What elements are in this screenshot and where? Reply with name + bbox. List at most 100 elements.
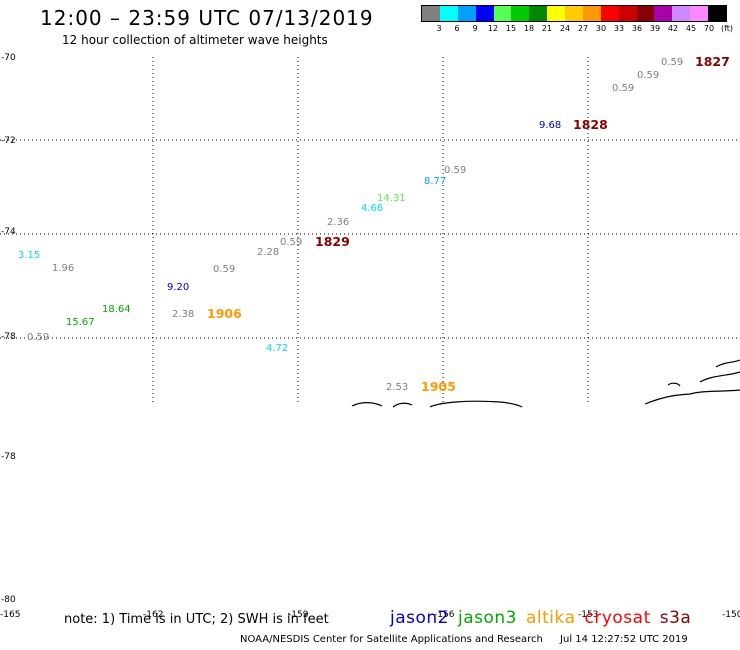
wave-height-value: 14.31: [377, 193, 406, 204]
legend-tick-label: 15: [505, 24, 517, 33]
latitude-label: -72: [1, 136, 16, 146]
wave-height-observations: 0.590.590.599.680.598.7714.314.662.360.5…: [18, 57, 683, 393]
latitude-label: -70: [1, 53, 16, 63]
legend-swatch: [565, 6, 583, 21]
latitude-label: -78: [1, 452, 16, 462]
legend-swatch: [600, 6, 619, 21]
pass-time-label: 1829: [315, 234, 350, 249]
pass-time-label: 1905: [421, 379, 456, 394]
legend-swatch: [654, 6, 673, 21]
longitude-label: -159: [288, 610, 309, 620]
legend-tick-label: 24: [559, 24, 571, 33]
legend-swatch: [511, 6, 530, 21]
legend-tick-label: 9: [472, 24, 478, 33]
wave-height-value: 2.36: [327, 217, 349, 228]
wave-height-value: 8.77: [424, 176, 446, 187]
wave-height-value: 0.59: [213, 264, 235, 275]
legend-tick-label: 12: [487, 24, 499, 33]
graticule: [0, 57, 740, 405]
legend-tick-label: 27: [577, 24, 589, 33]
latitude-label: -74: [1, 227, 16, 237]
coastline-segment: [715, 359, 740, 368]
legend-tick-label: 6: [454, 24, 460, 33]
axis-labels: -70 -72 -74 -78 -78 -80 -165 -162 -159 -156 -153 -1…: [0, 53, 740, 620]
longitude-label: -156: [434, 610, 455, 620]
legend-tick-label: 36: [631, 24, 643, 33]
legend-tick-label: 21: [541, 24, 553, 33]
wave-height-value: 4.72: [266, 343, 288, 354]
antarctic-coastline: [351, 359, 740, 408]
wave-height-value: 3.15: [18, 250, 40, 261]
satellite-name: jason3: [458, 608, 517, 628]
legend-swatch: [690, 6, 708, 21]
legend-swatch: [439, 6, 458, 21]
pass-time-label: 1906: [207, 306, 242, 321]
legend-swatch: [475, 6, 494, 21]
legend-swatch: [618, 6, 637, 21]
wave-height-legend: 3 6 9 12 15 18 21 24 27 30 33 36 39 42 45 70 (ft): [421, 5, 733, 34]
longitude-label: -150: [722, 610, 740, 620]
latitude-label: -78: [1, 332, 16, 342]
legend-tick-label: 45: [685, 24, 697, 33]
pass-time-label: 1828: [573, 117, 608, 132]
credit-line: NOAA/NESDIS Center for Satellite Applica…: [240, 634, 688, 645]
legend-unit: (ft): [720, 24, 734, 33]
wave-height-value: 9.68: [539, 120, 561, 131]
legend-tick-label: 42: [667, 24, 679, 33]
satellite-name: cryosat: [584, 608, 651, 628]
coastline-segment: [429, 400, 523, 408]
legend-tick-label: 70: [703, 24, 715, 33]
wave-height-value: 15.67: [66, 317, 95, 328]
coastline-segment: [667, 382, 681, 387]
wave-height-value: 18.64: [102, 304, 131, 315]
wave-height-value: 2.38: [172, 309, 194, 320]
longitude-label: -165: [0, 610, 20, 620]
units-note: note: 1) Time is in UTC; 2) SWH is in fe…: [64, 612, 329, 627]
longitude-label: -153: [578, 610, 598, 620]
legend-swatch: [582, 6, 601, 21]
coastline-segment: [392, 402, 413, 408]
latitude-label: -80: [1, 595, 16, 605]
wave-height-value: 2.28: [257, 247, 279, 258]
wave-height-value: 0.59: [444, 165, 466, 176]
pass-time-labels: 1827 1828 1829 1906 1905: [207, 54, 730, 394]
legend-tick-label: 30: [595, 24, 607, 33]
wave-height-value: 2.53: [386, 382, 408, 393]
wave-height-value: 4.66: [361, 203, 383, 214]
wave-height-value: 0.59: [612, 83, 634, 94]
coastline-segment: [699, 371, 740, 383]
legend-swatch: [457, 6, 476, 21]
satellite-name: altika: [526, 608, 576, 628]
legend-swatch: [636, 6, 655, 21]
pass-time-label: 1827: [695, 54, 730, 69]
legend-swatch: [493, 6, 512, 21]
legend-swatch: [422, 6, 440, 21]
legend-swatch: [708, 6, 726, 21]
generation-timestamp: Jul 14 12:27:52 UTC 2019: [560, 634, 688, 645]
map-subtitle: 12 hour collection of altimeter wave hei…: [62, 33, 328, 47]
longitude-label: -162: [143, 610, 163, 620]
legend-tick-label: 33: [613, 24, 625, 33]
credit-text: NOAA/NESDIS Center for Satellite Applica…: [240, 634, 543, 645]
map-title: 12:00 – 23:59 UTC 07/13/2019: [40, 6, 374, 30]
wave-height-value: 1.96: [52, 263, 74, 274]
satellite-name: jason2: [390, 608, 449, 628]
legend-swatch: [547, 6, 565, 21]
legend-color-bar: [421, 5, 727, 22]
coastline-segment: [644, 389, 740, 405]
legend-tick-label: 39: [649, 24, 661, 33]
legend-swatch: [529, 6, 548, 21]
wave-height-value: 0.59: [637, 70, 659, 81]
satellite-legend: jason2 jason3 altika cryosat s3a: [390, 608, 700, 628]
wave-height-value: 0.59: [27, 332, 49, 343]
coastline-segment: [351, 402, 383, 407]
legend-tick-label: 18: [523, 24, 535, 33]
wave-height-value: 9.20: [167, 282, 189, 293]
wave-height-value: 0.59: [280, 237, 302, 248]
satellite-name: s3a: [659, 608, 692, 628]
legend-swatch: [672, 6, 691, 21]
legend-tick-label: 3: [436, 24, 442, 33]
legend-labels: 3 6 9 12 15 18 21 24 27 30 33 36 39 42 45 70 (ft): [421, 22, 733, 34]
wave-height-value: 0.59: [661, 57, 683, 68]
